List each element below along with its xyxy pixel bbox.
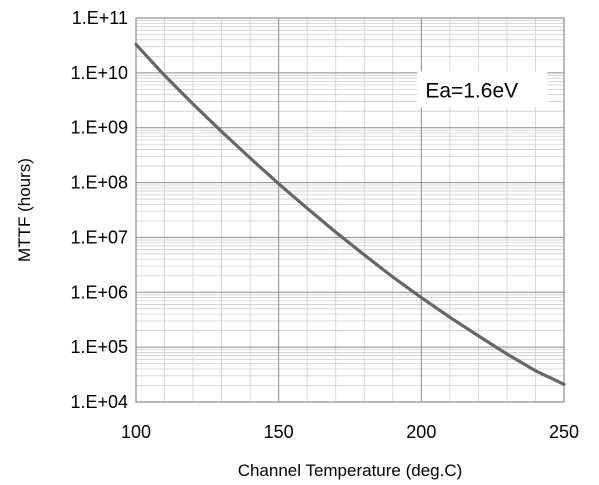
annotation-box bbox=[417, 71, 548, 108]
y-tick-label: 1.E+06 bbox=[70, 282, 128, 302]
y-tick-label: 1.E+05 bbox=[70, 337, 128, 357]
series-line-0 bbox=[134, 42, 566, 386]
x-tick-labels: 100 150 200 250 bbox=[121, 422, 579, 442]
annotation-layer: Ea=1.6eV bbox=[417, 71, 548, 108]
y-tick-label: 1.E+08 bbox=[70, 173, 128, 193]
y-tick-label: 1.E+10 bbox=[70, 63, 128, 83]
y-tick-label: 1.E+11 bbox=[72, 8, 128, 28]
x-tick-label: 200 bbox=[406, 422, 436, 442]
x-tick-label: 100 bbox=[121, 422, 151, 442]
y-axis-title: MTTF (hours) bbox=[15, 158, 34, 262]
y-tick-label: 1.E+07 bbox=[70, 227, 128, 247]
x-axis-title: Channel Temperature (deg.C) bbox=[238, 461, 463, 480]
series-layer bbox=[134, 42, 566, 386]
annotation-label: Ea=1.6eV bbox=[425, 79, 518, 102]
y-tick-label: 1.E+09 bbox=[70, 118, 128, 138]
x-tick-label: 150 bbox=[264, 422, 294, 442]
plot-frame bbox=[135, 17, 565, 403]
x-tick-label: 250 bbox=[549, 422, 579, 442]
y-tick-labels: 1.E+04 1.E+05 1.E+06 1.E+07 1.E+08 1.E+09 1.E+… bbox=[70, 8, 128, 412]
y-tick-label: 1.E+04 bbox=[70, 392, 128, 412]
